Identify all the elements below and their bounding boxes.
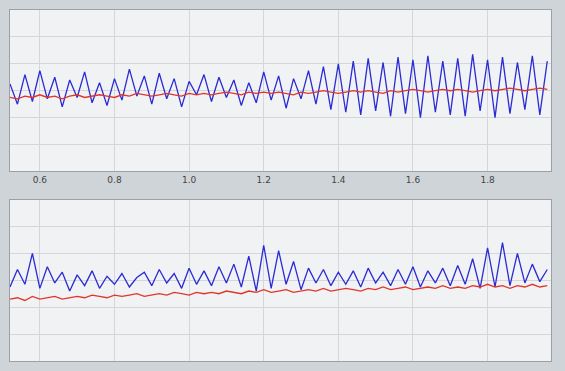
svg-text:0.8: 0.8 (107, 175, 122, 185)
svg-text:1.4: 1.4 (331, 175, 346, 185)
svg-text:1.2: 1.2 (257, 175, 271, 185)
svg-text:1.6: 1.6 (406, 175, 421, 185)
svg-text:0.6: 0.6 (33, 175, 48, 185)
svg-text:1.0: 1.0 (182, 175, 197, 185)
svg-text:1.8: 1.8 (480, 175, 495, 185)
